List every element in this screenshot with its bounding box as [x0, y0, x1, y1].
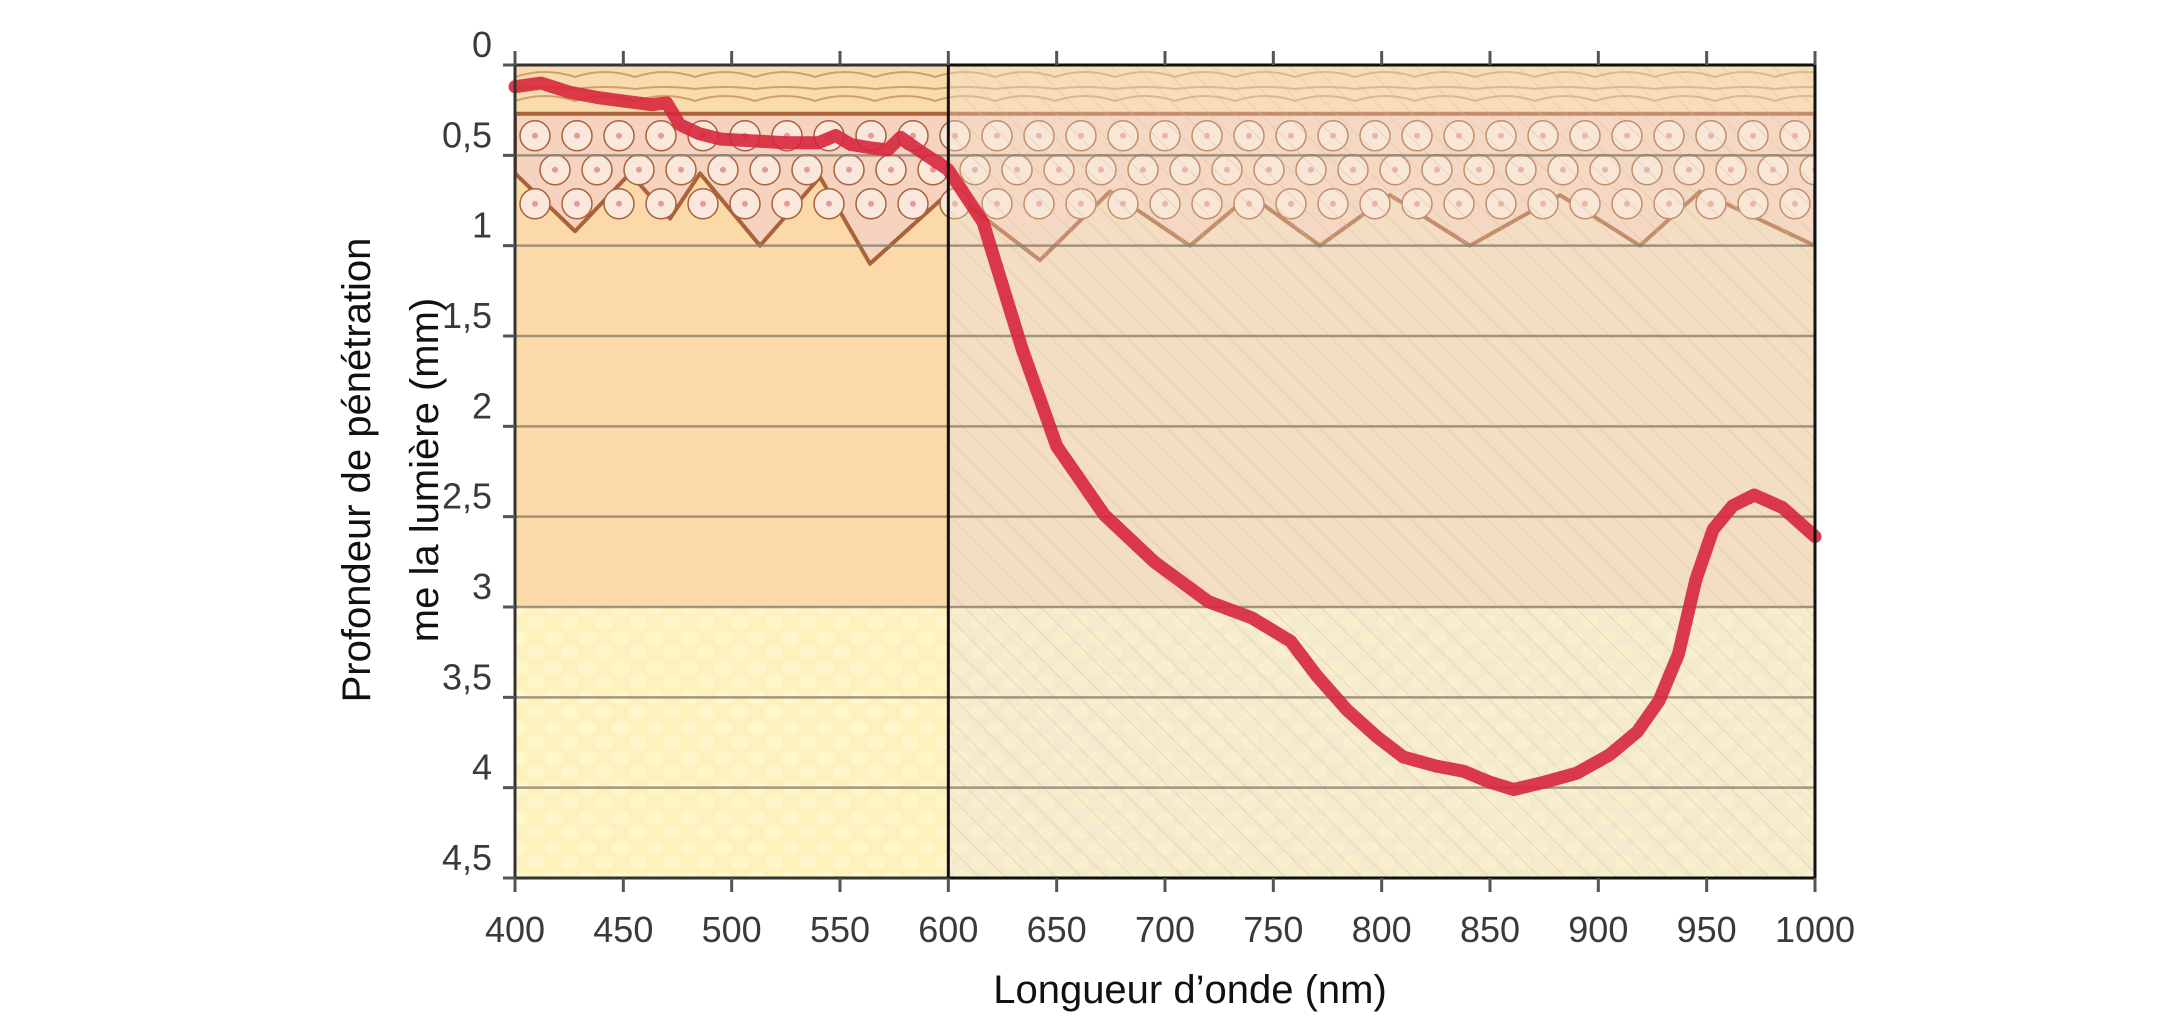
cell-nucleus	[616, 132, 622, 139]
cell-nucleus	[636, 166, 642, 173]
y-ticks: 0 0,5 1 1,5 2 2,5 3 3,5 4 4,5	[442, 24, 515, 880]
gridlines	[505, 154, 1815, 789]
cell-nucleus	[804, 166, 810, 173]
x-tick-label: 550	[810, 909, 870, 950]
x-tick-label: 600	[918, 909, 978, 950]
y-tick-label: 1	[472, 205, 492, 246]
cell-nucleus	[742, 200, 748, 207]
cell-nucleus	[574, 132, 580, 139]
y-tick-label: 1,5	[442, 295, 492, 336]
y-tick-label: 3	[472, 566, 492, 607]
y-tick-label: 2,5	[442, 476, 492, 517]
x-tick-label: 500	[702, 909, 762, 950]
x-axis-title: Longueur d’onde (nm)	[993, 968, 1387, 1012]
cell-nucleus	[868, 200, 874, 207]
y-axis-title-line-2: me la lumière (mm)	[403, 298, 447, 642]
cell-nucleus	[678, 166, 684, 173]
tissue-background	[515, 65, 1815, 878]
cell-nucleus	[658, 200, 664, 207]
x-tick-label: 1000	[1775, 909, 1855, 950]
x-tick-label: 900	[1568, 909, 1628, 950]
series-line-penetration-depth	[508, 76, 1822, 796]
x-tick-label: 400	[485, 909, 545, 950]
series-layer	[508, 76, 1822, 796]
y-tick-label: 3,5	[442, 656, 492, 697]
y-axis-title-line-1: Profondeur de pénétration	[335, 238, 379, 703]
cell-nucleus	[700, 200, 706, 207]
y-tick-label: 4,5	[442, 837, 492, 878]
x-tick-label: 950	[1677, 909, 1737, 950]
y-tick-label: 4	[472, 747, 492, 788]
cell-nucleus	[532, 200, 538, 207]
y-tick-label: 0	[472, 24, 492, 65]
cell-nucleus	[532, 132, 538, 139]
cell-nucleus	[784, 200, 790, 207]
cell-nucleus	[658, 132, 664, 139]
cell-nucleus	[888, 166, 894, 173]
x-tick-label: 650	[1027, 909, 1087, 950]
cell-nucleus	[552, 166, 558, 173]
x-tick-label: 750	[1243, 909, 1303, 950]
x-tick-label: 450	[593, 909, 653, 950]
cell-nucleus	[720, 166, 726, 173]
y-tick-label: 0,5	[442, 114, 492, 155]
cell-nucleus	[846, 166, 852, 173]
cell-nucleus	[826, 200, 832, 207]
x-tick-label: 700	[1135, 909, 1195, 950]
x-tick-label: 850	[1460, 909, 1520, 950]
cell-nucleus	[594, 166, 600, 173]
cell-nucleus	[762, 166, 768, 173]
x-ticks: 400 450 500 550 600 650 700 750 800 850 900 950 1000	[485, 51, 1855, 950]
cell-nucleus	[616, 200, 622, 207]
x-tick-label: 800	[1352, 909, 1412, 950]
y-tick-label: 2	[472, 385, 492, 426]
cell-nucleus	[868, 132, 874, 139]
cell-nucleus	[574, 200, 580, 207]
cell-nucleus	[910, 200, 916, 207]
